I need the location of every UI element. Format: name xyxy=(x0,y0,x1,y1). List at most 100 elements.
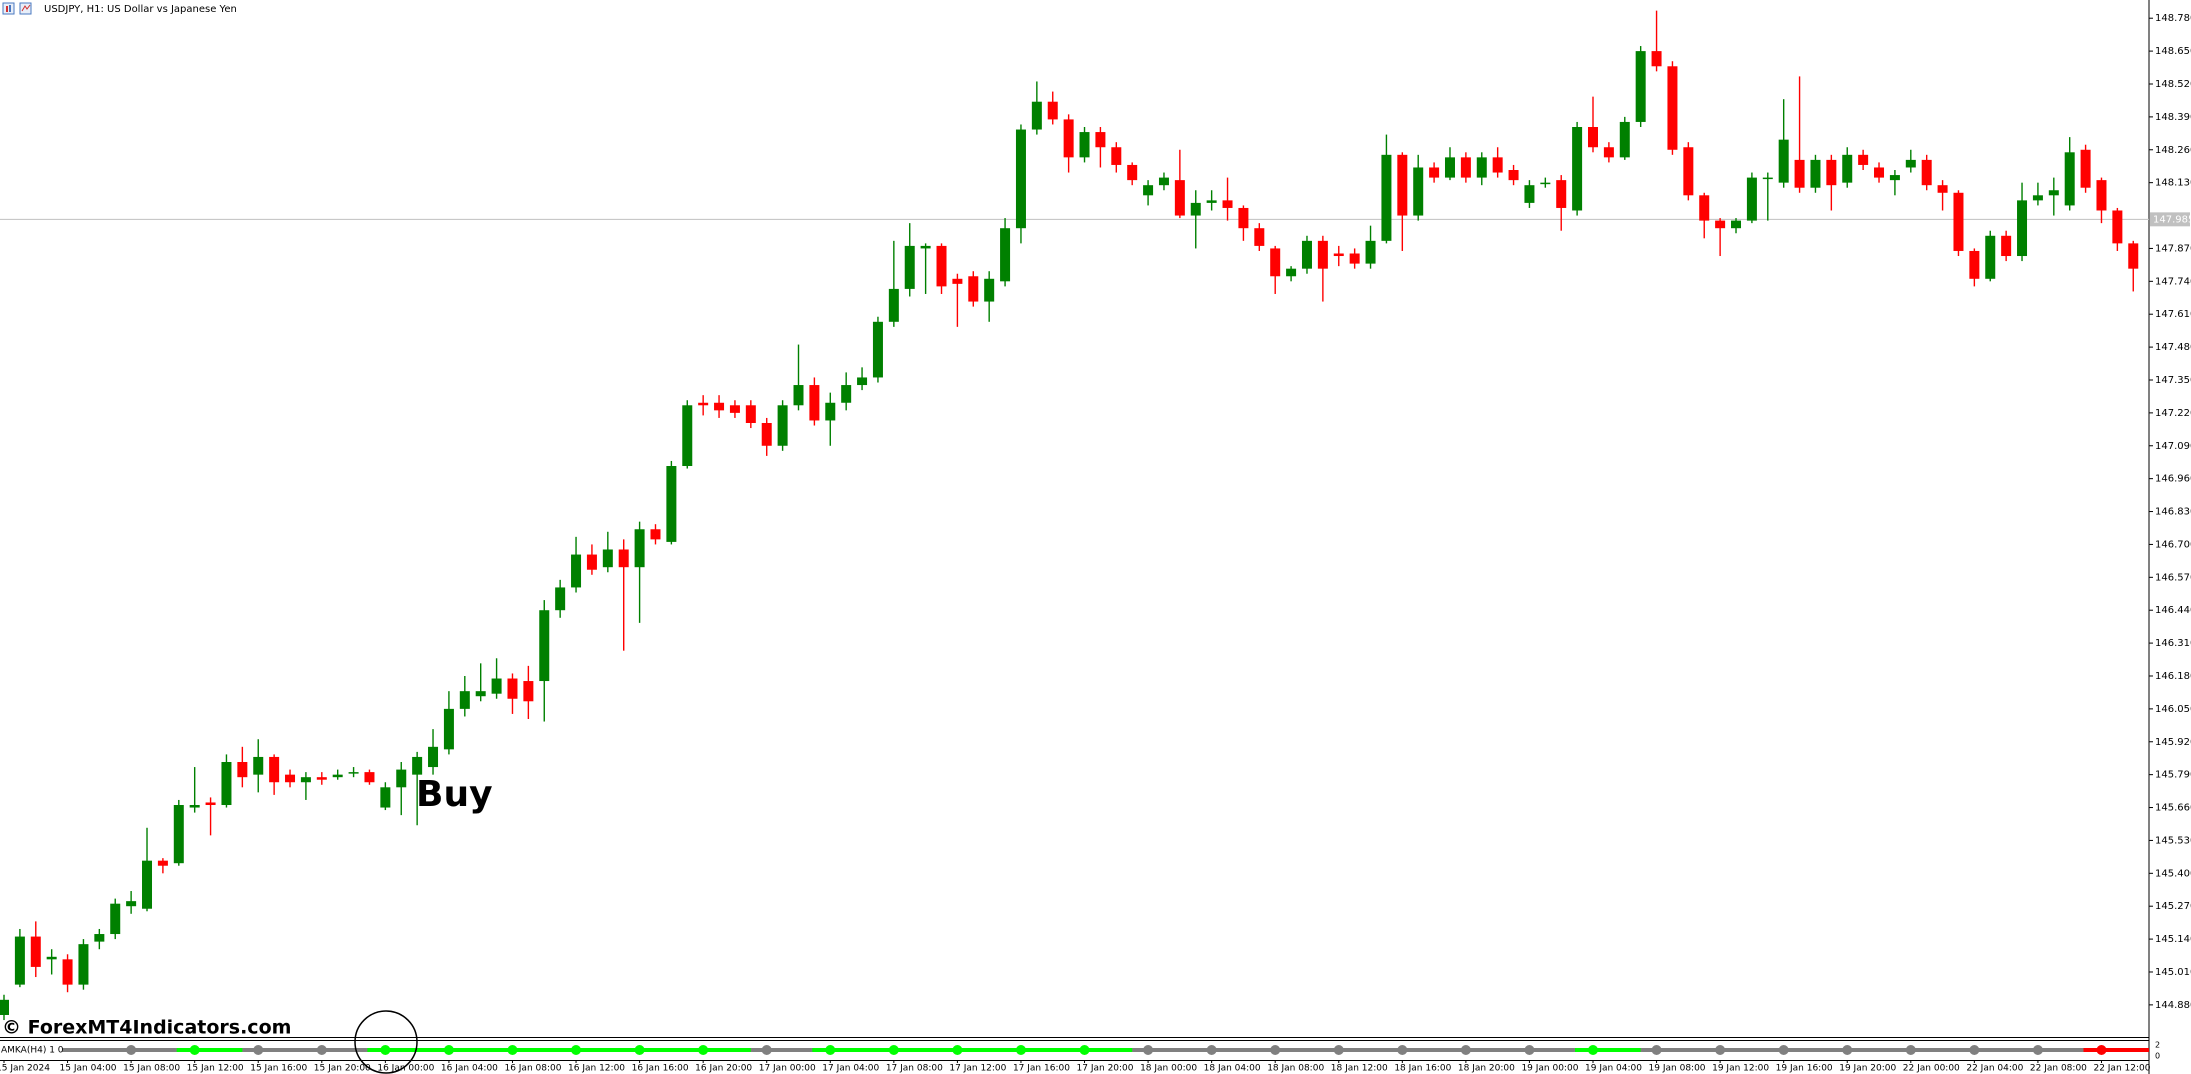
candle-body xyxy=(1715,220,1726,229)
x-tick-label: 22 Jan 04:00 xyxy=(1966,1064,2023,1074)
candle-body xyxy=(745,405,756,423)
candle-body xyxy=(1174,180,1185,216)
signal-dot xyxy=(507,1045,518,1055)
x-tick-label: 18 Jan 04:00 xyxy=(1204,1064,1261,1074)
candle-body xyxy=(1413,167,1424,216)
signal-dot xyxy=(698,1045,709,1055)
signal-dot xyxy=(189,1045,200,1055)
signal-dot xyxy=(1905,1045,1916,1055)
candle-body xyxy=(729,405,740,413)
candle-body xyxy=(285,774,296,783)
candle-body xyxy=(173,805,184,864)
x-tick-label: 16 Jan 04:00 xyxy=(441,1064,498,1074)
candle-body xyxy=(1603,147,1614,158)
signal-dot xyxy=(634,1045,645,1055)
candle-body xyxy=(332,774,343,778)
candle-body xyxy=(984,278,995,302)
x-tick-label: 17 Jan 00:00 xyxy=(759,1064,816,1074)
candle-body xyxy=(2001,235,2012,257)
y-tick-label: 147.220 xyxy=(2155,408,2191,419)
candle-body xyxy=(650,529,661,540)
candle-body xyxy=(1746,177,1757,221)
x-tick-label: 16 Jan 08:00 xyxy=(504,1064,561,1074)
candle-body xyxy=(1635,51,1646,122)
candle-body xyxy=(2112,210,2123,244)
signal-dot xyxy=(1015,1045,1026,1055)
candle-body xyxy=(78,944,89,985)
x-tick-label: 16 Jan 16:00 xyxy=(632,1064,689,1074)
candle-body xyxy=(1317,240,1328,269)
x-tick-label: 17 Jan 20:00 xyxy=(1077,1064,1134,1074)
highlight-circle xyxy=(354,1010,418,1074)
watermark: © ForexMT4Indicators.com xyxy=(2,1017,291,1039)
x-tick-label: 22 Jan 08:00 xyxy=(2030,1064,2087,1074)
candle-body xyxy=(507,678,518,699)
candle-body xyxy=(602,549,613,568)
candle-body xyxy=(1031,101,1042,130)
candle-body xyxy=(1190,202,1201,216)
candle-body xyxy=(1508,170,1519,181)
candle-body xyxy=(2128,243,2139,269)
signal-dot xyxy=(571,1045,582,1055)
candle-body xyxy=(714,402,725,411)
candle-body xyxy=(1222,200,1233,208)
y-tick-label: 145.920 xyxy=(2155,737,2191,748)
candle-body xyxy=(1365,240,1376,264)
candle-body xyxy=(1524,185,1535,203)
x-tick-label: 17 Jan 08:00 xyxy=(886,1064,943,1074)
candle-body xyxy=(936,245,947,287)
candle-body xyxy=(364,772,375,783)
candle-body xyxy=(2096,180,2107,211)
candle-body xyxy=(1063,119,1074,158)
candle-body xyxy=(1254,228,1265,246)
candle-body xyxy=(1238,207,1249,229)
candle-body xyxy=(1079,132,1090,158)
candle-body xyxy=(300,777,311,783)
signal-dot xyxy=(1270,1045,1281,1055)
candle-body xyxy=(30,936,41,967)
candle-body xyxy=(888,288,899,322)
x-tick-label: 15 Jan 16:00 xyxy=(250,1064,307,1074)
candle-body xyxy=(968,276,979,302)
candle-body xyxy=(443,708,454,750)
signal-dot xyxy=(1206,1045,1217,1055)
signal-dot xyxy=(1715,1045,1726,1055)
candle-body xyxy=(1874,167,1885,178)
icon xyxy=(9,5,11,12)
x-tick-label: 18 Jan 00:00 xyxy=(1140,1064,1197,1074)
candle-body xyxy=(523,681,534,702)
y-tick-label: 148.130 xyxy=(2155,178,2191,189)
candle-body xyxy=(428,746,439,768)
candle-body xyxy=(1556,180,1567,208)
candle-body xyxy=(634,529,645,568)
candle-body xyxy=(952,278,963,284)
signal-dot xyxy=(126,1045,137,1055)
x-tick-label: 15 Jan 2024 xyxy=(0,1064,50,1074)
candle-body xyxy=(539,610,550,682)
candle-body xyxy=(1095,132,1106,148)
candle-body xyxy=(1985,235,1996,279)
indicator-label-bg xyxy=(0,1043,62,1056)
candle-body xyxy=(1111,147,1122,165)
y-tick-label: 146.700 xyxy=(2155,539,2191,550)
y-tick-label: 146.570 xyxy=(2155,572,2191,583)
icon xyxy=(19,2,32,15)
candle-body xyxy=(94,934,105,942)
icon xyxy=(6,6,8,12)
candle-body xyxy=(761,422,772,446)
y-tick-label: 147.350 xyxy=(2155,375,2191,386)
signal-dot xyxy=(761,1045,772,1055)
y-tick-label: 145.010 xyxy=(2155,967,2191,978)
candle-body xyxy=(1492,157,1503,173)
signal-dot xyxy=(1143,1045,1154,1055)
candle-body xyxy=(872,321,883,378)
x-tick-label: 19 Jan 20:00 xyxy=(1839,1064,1896,1074)
candle-body xyxy=(0,999,9,1015)
candle-body xyxy=(1826,159,1837,186)
y-tick-label: 146.960 xyxy=(2155,474,2191,485)
candle-body xyxy=(491,678,502,694)
candle-body xyxy=(1842,154,1853,183)
candle-body xyxy=(1460,157,1471,178)
